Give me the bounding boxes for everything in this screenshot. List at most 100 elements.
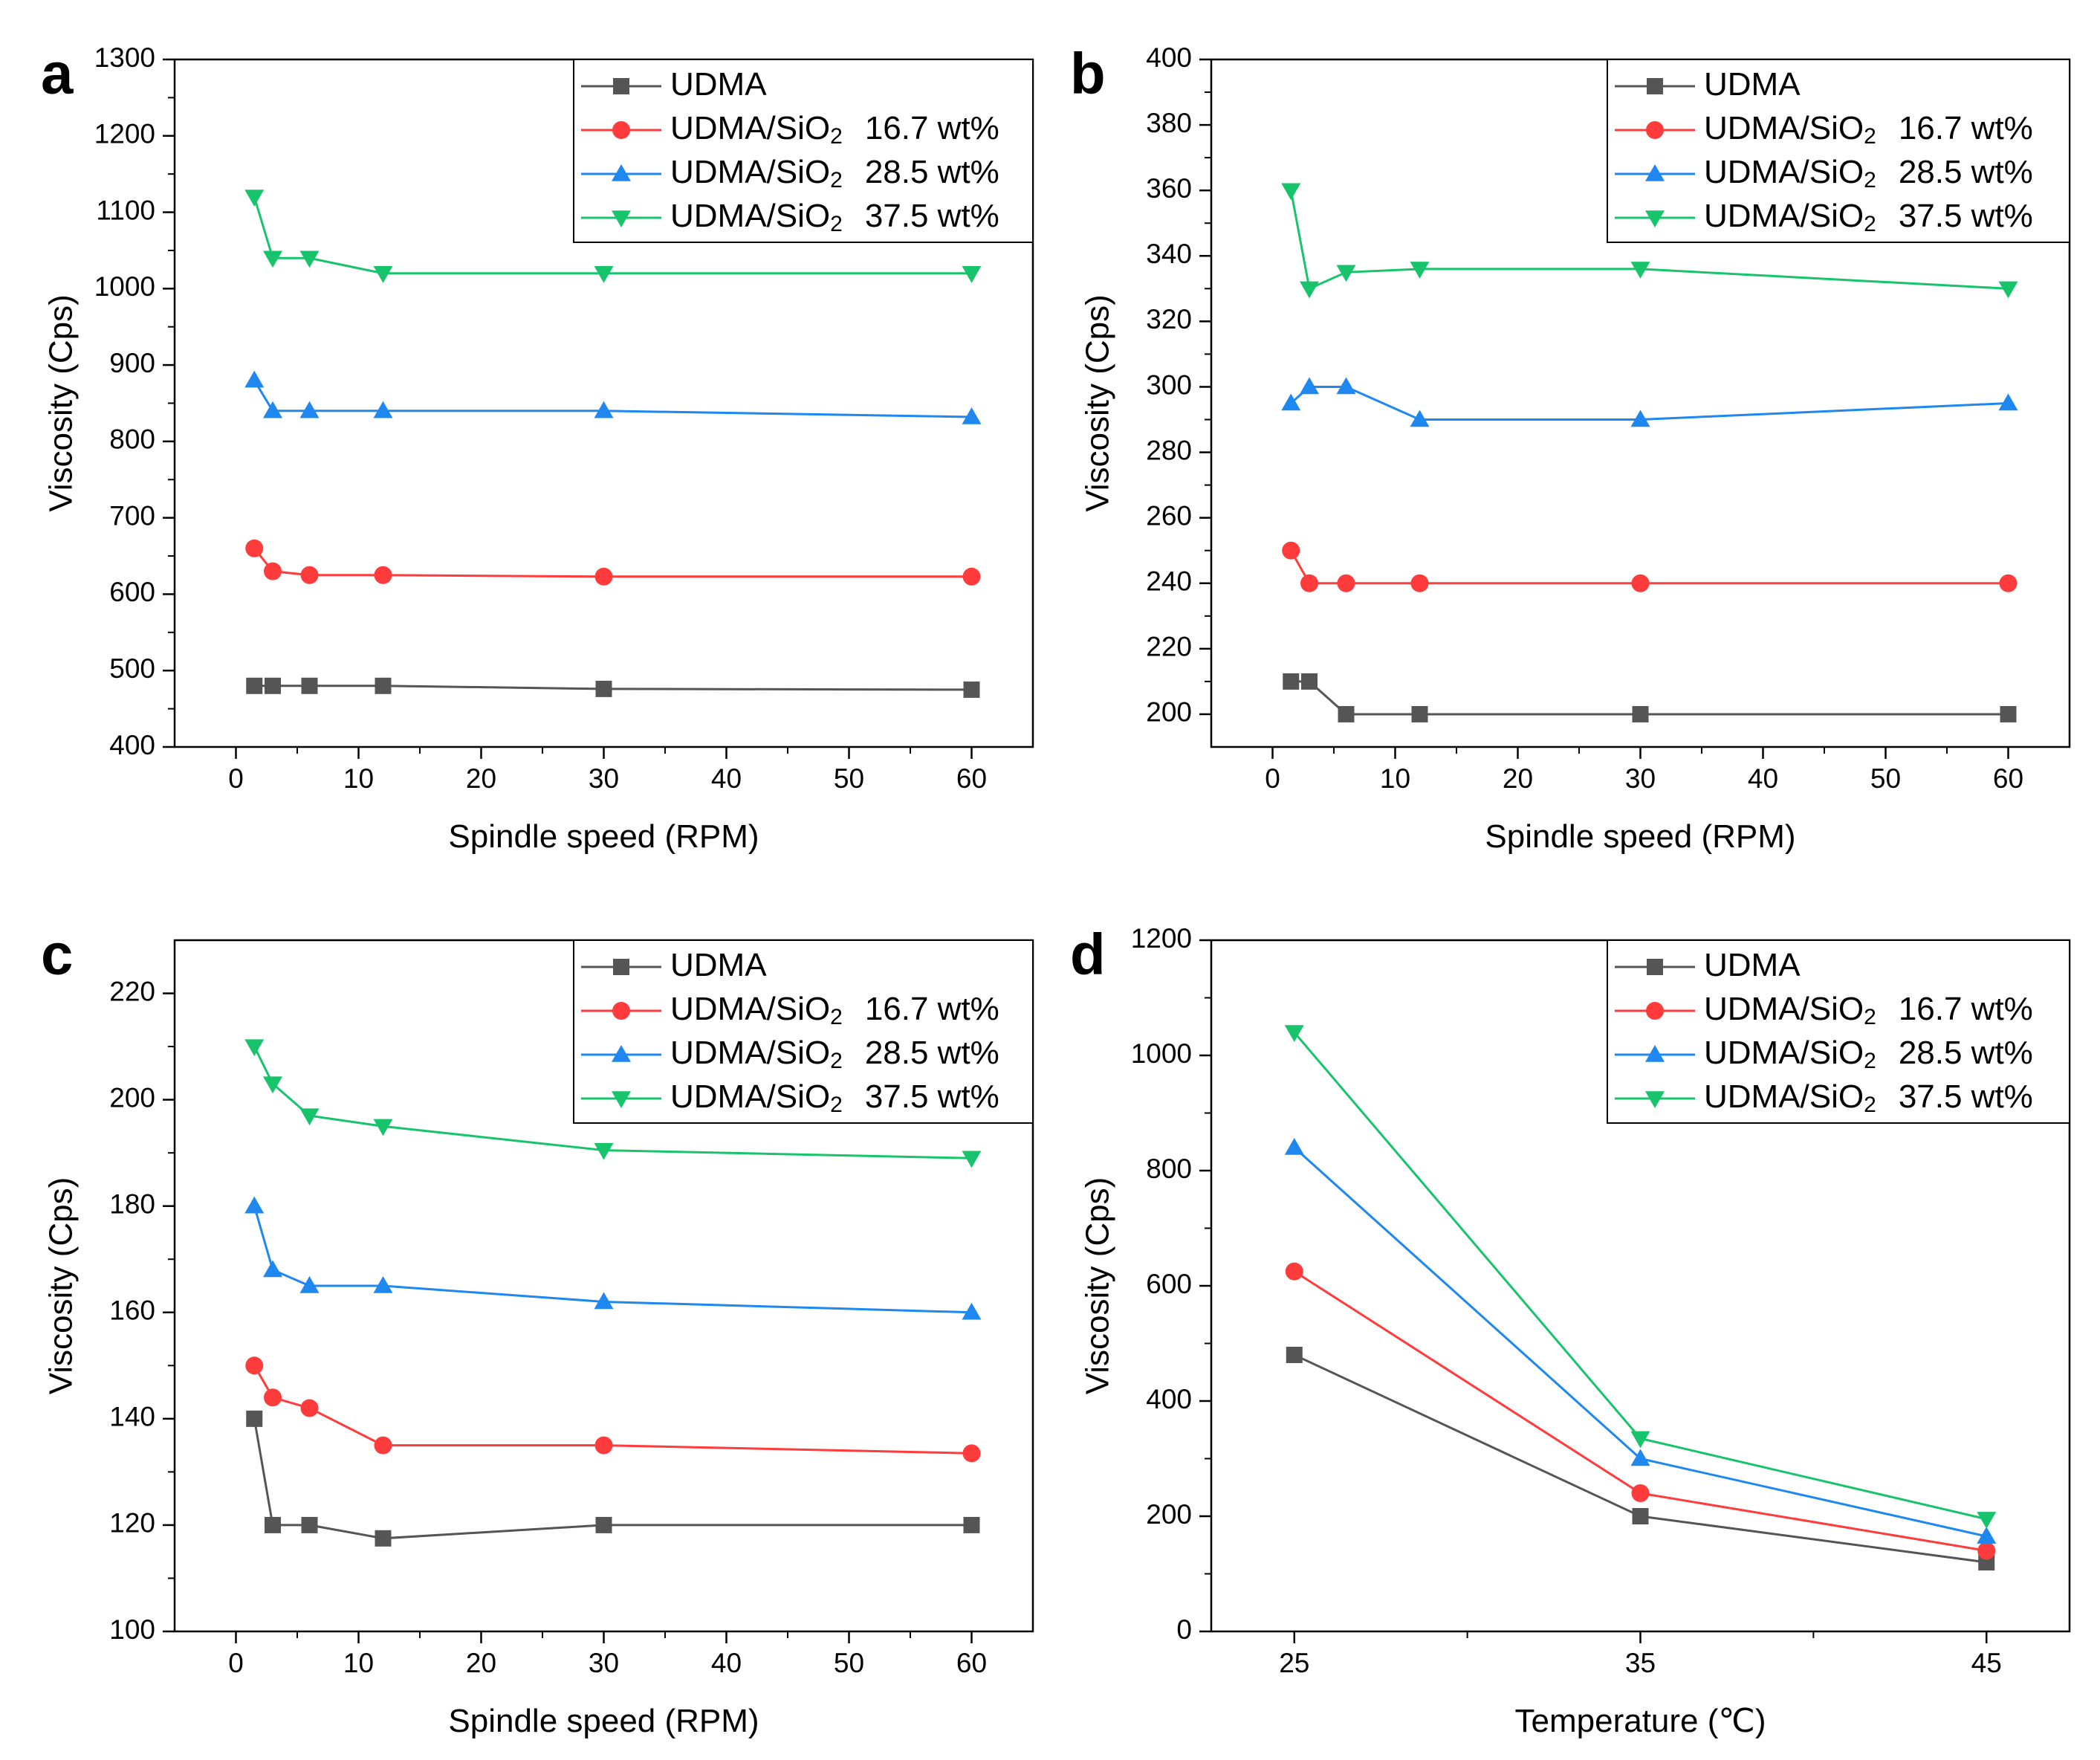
data-point: [244, 370, 265, 388]
legend-marker: [1646, 1002, 1664, 1020]
legend-label: UDMA: [1704, 66, 1801, 103]
legend-box: [573, 939, 1034, 1124]
data-point: [1998, 281, 2018, 299]
y-tick-label: 280: [1146, 435, 1192, 465]
legend: UDMA UDMA/SiO2 16.7 wt% UDMA/SiO2 28.5 wt% UD…: [573, 939, 1034, 1124]
legend-marker: [1647, 959, 1663, 975]
x-tick-label: 10: [343, 763, 374, 794]
x-tick-label: 10: [1380, 763, 1410, 794]
x-tick-label: 45: [1971, 1648, 2002, 1678]
data-point: [301, 677, 318, 694]
x-tick-label: 0: [228, 1648, 244, 1678]
y-tick-label: 400: [109, 730, 155, 760]
y-tick-label: 700: [109, 500, 155, 531]
x-tick-label: 60: [956, 1648, 987, 1678]
legend-entry: UDMA: [1615, 947, 1801, 983]
series-line: [1293, 1146, 1987, 1538]
y-tick-label: 180: [109, 1188, 155, 1219]
legend-label: UDMA/SiO2 37.5 wt%: [670, 1078, 999, 1117]
series-0: [246, 677, 980, 698]
data-point: [246, 677, 263, 694]
data-point: [1336, 377, 1356, 395]
data-point: [1630, 410, 1650, 427]
chart-panel-c: c 0 10 20 30 40 50 60 100 120 140 160 180 200 220 Spind…: [41, 922, 1034, 1739]
data-point: [300, 566, 319, 584]
legend-label: UDMA/SiO2 37.5 wt%: [1704, 198, 2033, 236]
data-point: [373, 1119, 393, 1136]
data-point: [1977, 1527, 1997, 1544]
y-tick-label: 600: [109, 577, 155, 607]
data-point: [244, 1196, 265, 1214]
data-point: [594, 266, 614, 283]
legend-box: [1607, 939, 2070, 1124]
data-point: [1285, 1262, 1303, 1281]
data-point: [264, 562, 282, 580]
legend-entry: UDMA: [581, 66, 767, 103]
data-point: [2000, 705, 2017, 722]
y-axis-label: Viscosity (Cps): [43, 294, 80, 512]
data-point: [962, 1444, 981, 1463]
panel-letter: a: [41, 41, 74, 106]
data-point: [1410, 262, 1430, 279]
y-tick-label: 1000: [94, 271, 155, 302]
legend-label: UDMA/SiO2 28.5 wt%: [670, 1035, 999, 1073]
data-point: [375, 1530, 392, 1547]
y-tick-label: 220: [1146, 632, 1192, 662]
data-point: [1300, 281, 1319, 299]
legend-marker: [1645, 210, 1665, 227]
data-point: [1338, 705, 1355, 722]
data-point: [245, 1356, 264, 1375]
legend-marker: [612, 164, 631, 181]
data-point: [595, 1516, 612, 1533]
data-point: [1300, 377, 1319, 395]
y-tick-label: 220: [109, 976, 155, 1006]
data-point: [263, 1260, 282, 1278]
legend-entry: UDMA/SiO2 16.7 wt%: [1615, 110, 2033, 149]
series-0: [1283, 673, 2017, 722]
data-point: [1999, 574, 2018, 592]
data-point: [1284, 1025, 1304, 1042]
series-2: [1284, 1138, 1997, 1544]
series-1: [1282, 541, 2018, 592]
x-tick-label: 50: [1870, 763, 1901, 794]
data-point: [594, 567, 613, 586]
y-tick-label: 240: [1146, 566, 1192, 597]
y-tick-label: 1000: [1131, 1038, 1192, 1069]
x-axis-label: Spindle speed (RPM): [448, 1703, 759, 1739]
y-tick-label: 200: [109, 1082, 155, 1113]
data-point: [1336, 265, 1356, 282]
x-tick-label: 0: [228, 763, 244, 794]
y-tick-label: 1300: [94, 42, 155, 73]
data-point: [1301, 673, 1318, 690]
legend-label: UDMA/SiO2 37.5 wt%: [670, 198, 999, 236]
legend-label: UDMA/SiO2 28.5 wt%: [1704, 1035, 2033, 1073]
x-tick-label: 0: [1265, 763, 1280, 794]
series-line: [1289, 190, 2009, 291]
y-tick-label: 500: [109, 653, 155, 684]
data-point: [1410, 574, 1429, 592]
legend-label: UDMA/SiO2 28.5 wt%: [1704, 154, 2033, 192]
series-2: [244, 370, 982, 424]
data-point: [1337, 574, 1355, 592]
data-point: [375, 677, 392, 694]
legend-entry: UDMA/SiO2 16.7 wt%: [581, 110, 999, 149]
x-tick-label: 20: [466, 1648, 496, 1678]
data-point: [1411, 705, 1428, 722]
legend-marker: [1647, 78, 1663, 94]
series-2: [1281, 377, 2018, 427]
legend-entry: UDMA: [581, 947, 767, 983]
x-tick-label: 20: [466, 763, 496, 794]
y-tick-label: 1100: [96, 195, 155, 225]
data-point: [373, 1276, 393, 1293]
series-line: [253, 547, 972, 578]
panel-letter: b: [1070, 41, 1106, 106]
data-point: [1630, 1431, 1650, 1449]
data-point: [595, 680, 612, 697]
data-point: [594, 1436, 613, 1455]
legend-label: UDMA/SiO2 28.5 wt%: [670, 154, 999, 192]
y-tick-label: 400: [1146, 1384, 1192, 1414]
data-point: [594, 401, 614, 418]
y-tick-label: 1200: [94, 119, 155, 149]
data-point: [374, 1436, 392, 1455]
legend-label: UDMA: [670, 947, 767, 983]
